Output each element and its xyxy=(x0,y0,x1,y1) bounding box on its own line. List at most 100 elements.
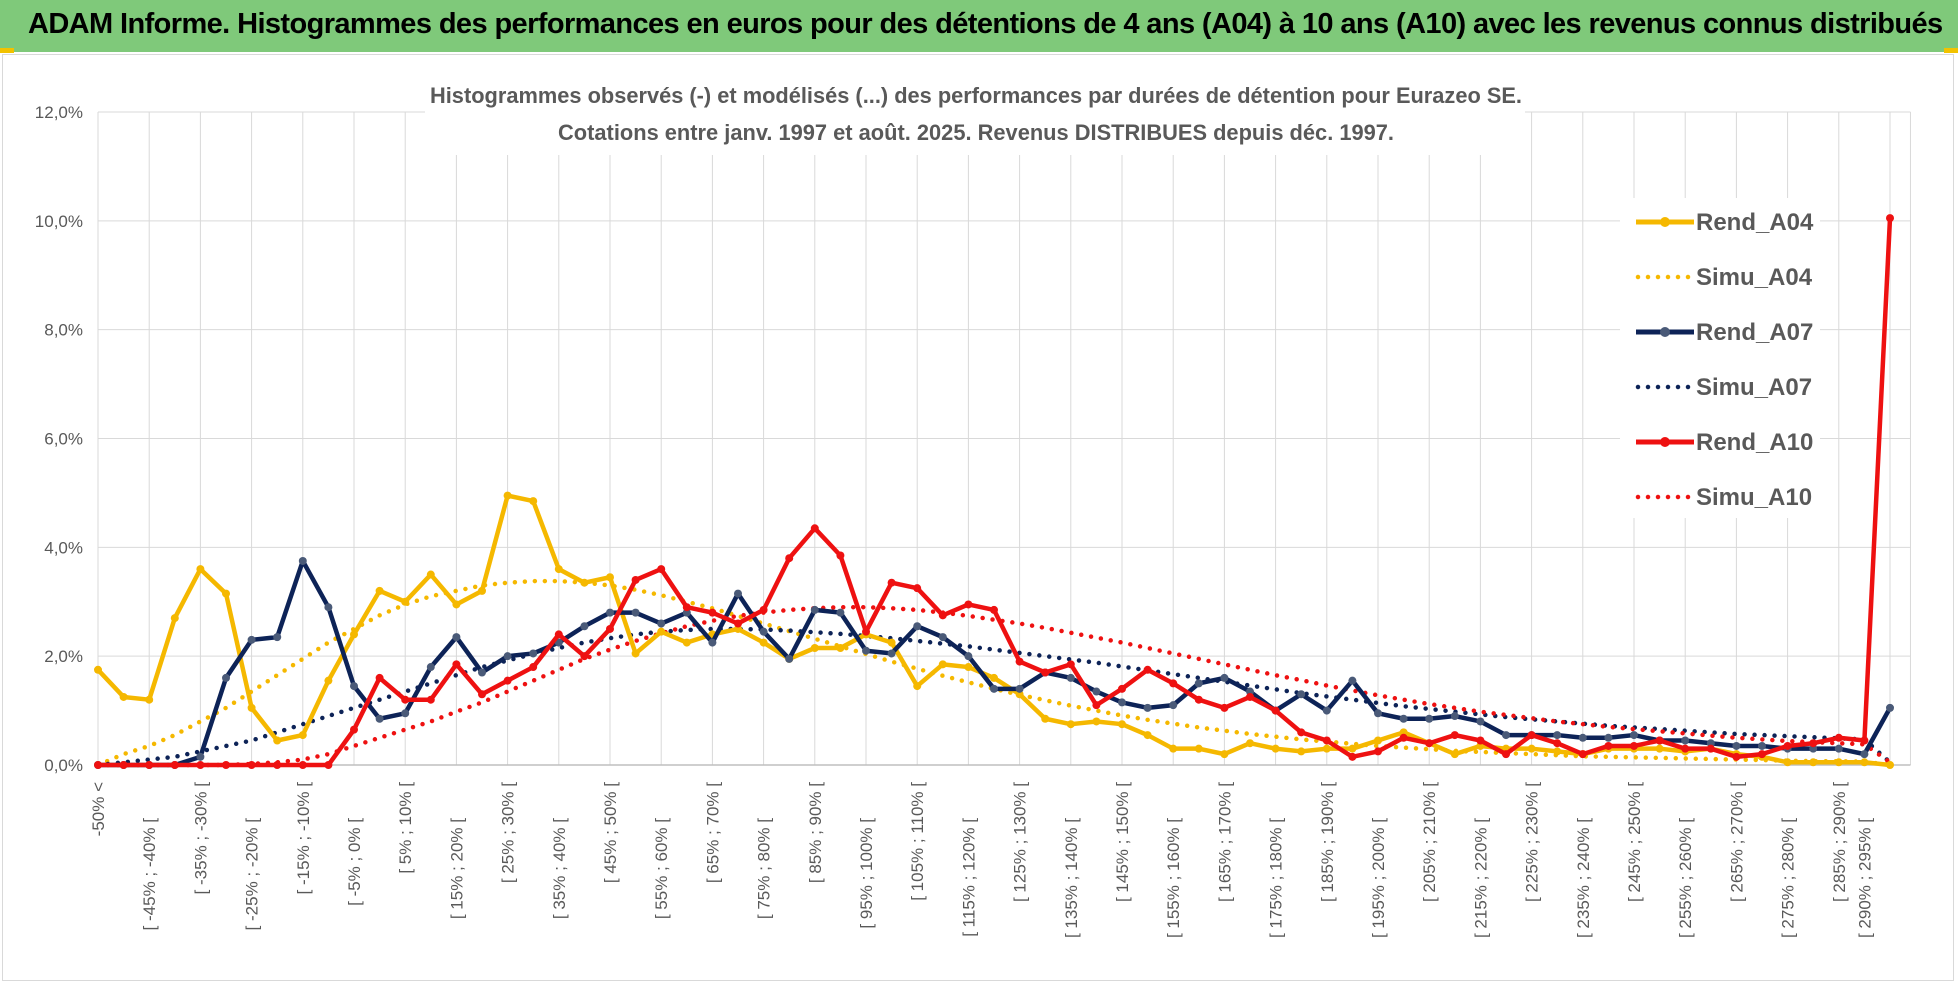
series-point-Rend_A10 xyxy=(810,524,819,533)
series-point-Rend_A10 xyxy=(222,761,230,769)
series-point-Rend_A04 xyxy=(503,491,512,500)
series-line-Simu_A10 xyxy=(95,604,1893,768)
series-point-Rend_A04 xyxy=(1834,758,1843,767)
series-point-Rend_A10 xyxy=(1015,657,1024,666)
series-point-Rend_A10 xyxy=(1886,214,1894,223)
series-point-Rend_A04 xyxy=(350,630,358,639)
x-tick-label: [ 225% ; 230% [ xyxy=(1523,782,1542,902)
chart-grid xyxy=(97,111,1911,766)
legend-label-Rend_A10: Rend_A10 xyxy=(1696,429,1813,456)
x-tick-label: [ 115% ; 120% [ xyxy=(959,818,978,937)
x-tick-label: [ 125% ; 130% [ xyxy=(1011,782,1030,902)
series-point-Rend_A04 xyxy=(1322,744,1331,753)
legend-label-Simu_A10: Simu_A10 xyxy=(1696,484,1812,511)
x-tick-label: [ 245% ; 250% [ xyxy=(1625,782,1644,902)
series-point-Rend_A10 xyxy=(1399,733,1408,742)
series-point-Rend_A07 xyxy=(1118,698,1126,707)
series-point-Rend_A10 xyxy=(401,695,410,704)
series-point-Rend_A10 xyxy=(1578,750,1587,759)
chart-area xyxy=(2,54,1954,981)
series-point-Rend_A10 xyxy=(478,690,486,699)
series-point-Rend_A07 xyxy=(1015,684,1024,693)
series-point-Rend_A04 xyxy=(913,682,922,691)
series-point-Rend_A07 xyxy=(1578,733,1587,742)
series-point-Rend_A07 xyxy=(990,684,998,693)
series-point-Rend_A10 xyxy=(452,660,461,669)
series-point-Rend_A10 xyxy=(708,608,717,617)
series-point-Rend_A10 xyxy=(1425,739,1434,748)
series-point-Rend_A10 xyxy=(1297,728,1306,737)
series-point-Rend_A10 xyxy=(1476,736,1485,745)
series-point-Rend_A07 xyxy=(350,682,358,691)
series-point-Rend_A04 xyxy=(452,600,461,609)
x-tick-label: [ 65% ; 70% [ xyxy=(703,782,722,883)
series-point-Rend_A10 xyxy=(631,575,640,584)
series-point-Rend_A10 xyxy=(1706,744,1715,753)
series-point-Rend_A04 xyxy=(990,673,998,682)
series-point-Rend_A04 xyxy=(247,703,256,712)
chart-title-backdrop xyxy=(425,78,1525,155)
x-tick-label: [ 55% ; 60% [ xyxy=(652,818,671,919)
x-tick-label: [ 215% ; 220% [ xyxy=(1471,818,1490,938)
series-point-Rend_A10 xyxy=(426,695,435,704)
series-point-Rend_A07 xyxy=(1502,731,1510,740)
series-point-Rend_A07 xyxy=(1681,736,1690,745)
series-point-Rend_A10 xyxy=(94,761,102,769)
series-point-Rend_A10 xyxy=(836,551,845,560)
series-point-Rend_A04 xyxy=(938,660,947,669)
series-point-Rend_A07 xyxy=(785,654,794,663)
series-point-Rend_A07 xyxy=(862,646,870,655)
series-point-Rend_A04 xyxy=(1066,720,1075,729)
series-point-Rend_A10 xyxy=(529,663,538,672)
series-point-Rend_A04 xyxy=(298,731,307,740)
series-point-Rend_A10 xyxy=(1066,660,1075,669)
series-point-Rend_A10 xyxy=(1246,692,1254,701)
legend-label-Simu_A07: Simu_A07 xyxy=(1696,374,1812,401)
series-point-Rend_A07 xyxy=(657,619,666,628)
series-point-Rend_A10 xyxy=(273,761,282,769)
series-point-Rend_A10 xyxy=(1604,741,1613,750)
x-tick-label: [ 265% ; 270% [ xyxy=(1727,782,1746,902)
series-point-Rend_A07 xyxy=(734,589,742,598)
series-point-Rend_A04 xyxy=(1271,744,1280,753)
series-point-Rend_A10 xyxy=(247,761,256,769)
series-point-Rend_A10 xyxy=(1783,741,1792,750)
x-tick-label: [ 205% ; 210% [ xyxy=(1420,782,1439,902)
series-point-Rend_A07 xyxy=(1476,717,1485,726)
series-point-Rend_A10 xyxy=(1322,736,1331,745)
series-point-Rend_A04 xyxy=(759,638,768,647)
series-point-Rend_A07 xyxy=(913,622,922,631)
legend-label-Rend_A04: Rend_A04 xyxy=(1696,209,1814,236)
series-point-Rend_A04 xyxy=(1450,750,1459,759)
series-line-Rend_A04 xyxy=(96,493,1891,768)
series-point-Rend_A10 xyxy=(196,761,205,769)
series-point-Rend_A07 xyxy=(606,608,614,617)
banner-corner-right xyxy=(1944,48,1958,53)
series-point-Rend_A07 xyxy=(1348,676,1357,685)
series-point-Rend_A04 xyxy=(94,665,102,674)
series-point-Rend_A04 xyxy=(324,676,333,685)
series-point-Rend_A07 xyxy=(298,556,307,565)
chart-legend: Rend_A04 Simu_A04 Rend_A07 Simu_A07 Rend_A10… xyxy=(1620,198,1820,518)
x-tick-label: [ 285% ; 290% [ xyxy=(1830,782,1849,902)
x-tick-label: [ 255% ; 260% [ xyxy=(1676,818,1695,938)
y-tick-label: 0,0% xyxy=(44,756,83,775)
series-point-Rend_A07 xyxy=(1425,714,1434,723)
series-point-Rend_A10 xyxy=(887,578,896,587)
banner-corner-left xyxy=(0,48,14,53)
series-point-Rend_A07 xyxy=(1834,744,1843,753)
series-point-Rend_A07 xyxy=(478,668,486,677)
x-tick-label: [ -35% ; -30% [ xyxy=(191,782,210,895)
series-point-Rend_A04 xyxy=(554,565,563,574)
report-banner: ADAM Informe. Histogrammes des performan… xyxy=(0,0,1958,53)
series-point-Rend_A10 xyxy=(1220,703,1229,712)
series-point-Rend_A07 xyxy=(1322,706,1331,715)
series-point-Rend_A04 xyxy=(1655,744,1664,753)
series-point-Rend_A04 xyxy=(529,497,538,506)
series-point-Rend_A04 xyxy=(682,638,691,647)
x-tick-label: [ 145% ; 150% [ xyxy=(1113,782,1132,902)
series-point-Rend_A10 xyxy=(862,627,870,636)
x-tick-label: [ 45% ; 50% [ xyxy=(601,782,620,883)
series-point-Rend_A04 xyxy=(1527,744,1536,753)
